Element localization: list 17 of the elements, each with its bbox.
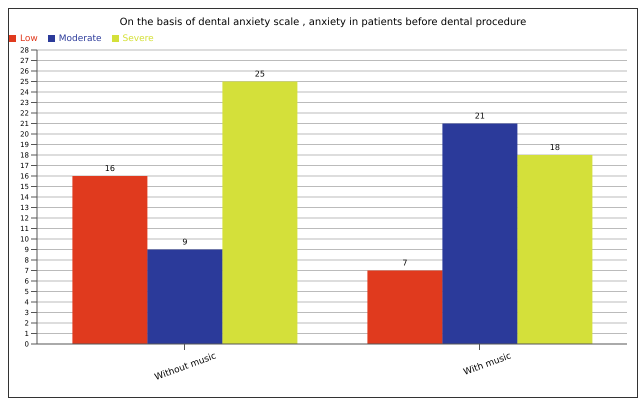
data-label: 7 [402,258,408,268]
chart-title: On the basis of dental anxiety scale , anxiety in patients before dental procedure [118,16,528,28]
bar [517,155,592,344]
legend-label: Severe [122,34,154,44]
x-tick-label: With music [462,351,513,378]
legend-label: Low [20,34,38,44]
data-label: 16 [104,164,115,173]
data-label: 9 [182,238,188,246]
bar [442,124,518,344]
bar [72,176,148,344]
data-label: 18 [550,143,560,152]
data-label: 25 [254,70,265,78]
data-label: 21 [474,112,485,120]
bar [147,250,222,344]
legend-label: Moderate [58,34,102,44]
bar [222,82,298,344]
bar [367,270,442,344]
